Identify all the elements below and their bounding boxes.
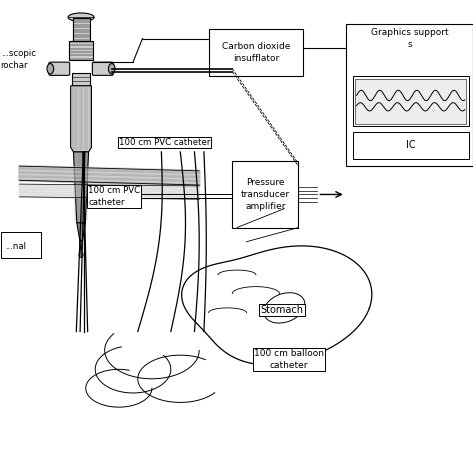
FancyBboxPatch shape <box>73 18 90 41</box>
Text: ...scopic
rochar: ...scopic rochar <box>0 49 36 70</box>
Ellipse shape <box>68 13 94 21</box>
Text: 100 cm PVC catheter: 100 cm PVC catheter <box>119 138 210 147</box>
Polygon shape <box>73 152 89 223</box>
FancyBboxPatch shape <box>355 79 466 124</box>
Text: Stomach: Stomach <box>260 305 303 315</box>
FancyBboxPatch shape <box>353 132 469 159</box>
Text: Graphics support
s: Graphics support s <box>371 28 448 49</box>
Polygon shape <box>71 86 91 152</box>
Text: 100 cm balloon
catheter: 100 cm balloon catheter <box>254 349 324 370</box>
FancyBboxPatch shape <box>209 29 303 76</box>
FancyBboxPatch shape <box>92 62 113 75</box>
FancyBboxPatch shape <box>69 41 93 60</box>
FancyBboxPatch shape <box>0 232 41 258</box>
Polygon shape <box>80 239 82 252</box>
Polygon shape <box>77 223 85 242</box>
FancyBboxPatch shape <box>49 62 70 75</box>
FancyBboxPatch shape <box>346 24 474 166</box>
Ellipse shape <box>79 252 83 258</box>
Ellipse shape <box>47 64 54 74</box>
Text: 100 cm PVC
catheter: 100 cm PVC catheter <box>88 186 140 207</box>
FancyBboxPatch shape <box>72 73 91 86</box>
FancyBboxPatch shape <box>353 76 469 126</box>
FancyBboxPatch shape <box>232 161 299 228</box>
Text: Pressure
transducer
amplifier: Pressure transducer amplifier <box>241 178 290 211</box>
Text: ...nal: ...nal <box>5 242 27 251</box>
Text: Carbon dioxide
insufflator: Carbon dioxide insufflator <box>222 42 290 63</box>
Ellipse shape <box>109 64 115 74</box>
Text: IC: IC <box>406 140 416 150</box>
